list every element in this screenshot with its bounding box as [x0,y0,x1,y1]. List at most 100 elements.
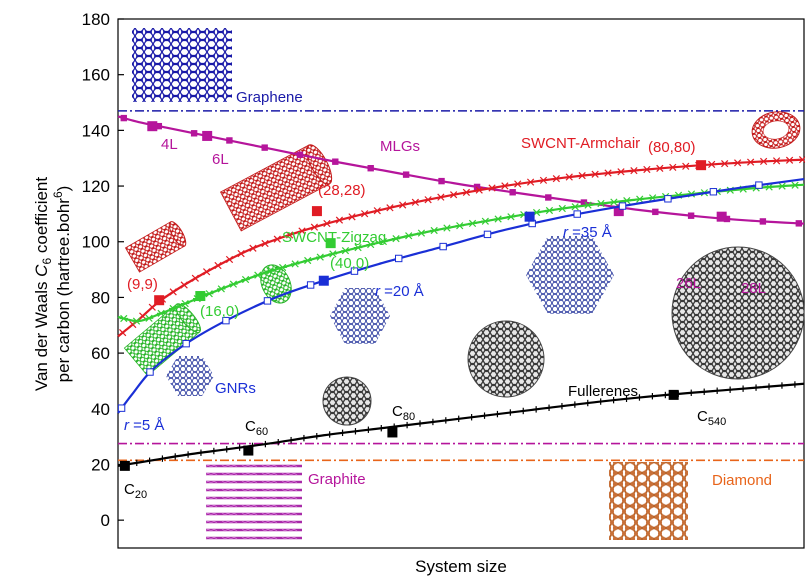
x-axis-label: System size [415,557,507,576]
swcnt-armchair-point [630,166,638,175]
fullerenes-series [117,381,805,471]
y-tick-label: 80 [91,288,110,307]
gnrs-point [483,230,492,239]
gnrs-point [146,368,154,376]
graphite-stack-image [206,464,302,540]
swcnt-armchair-point [437,193,445,201]
zigzag-16-0-label: (16,0) [200,303,239,320]
mlgs-point [723,215,731,223]
c80-label: C80 [392,403,415,423]
armchair-ring-image [751,111,801,149]
gnrs-point [117,404,126,412]
mlg-26l-label: 26L [676,275,701,292]
swcnt-zigzag-point [391,235,401,243]
armchair-nanotube-small-image [124,221,187,273]
armchair-80-80-label: (80,80) [648,139,696,156]
swcnt-armchair-point [539,176,548,184]
mlgs-point [261,144,268,151]
swcnt-zigzag-point [353,243,363,252]
swcnt-armchair-point [191,274,199,282]
mlg-28l-label: 28L [741,280,766,297]
fullerenes-label: Fullerenes [568,383,638,400]
swcnt-armchair-point [734,159,742,167]
c60-label: C60 [245,418,268,438]
swcnt-armchair-point [386,204,394,212]
gnrs-series [117,178,805,414]
swcnt-armchair-highlight-point [154,295,165,306]
graphene-sheet-image [132,28,232,102]
swcnt-zigzag-point [119,314,128,323]
swcnt-armchair-highlight-point [696,160,707,171]
y-tick-label: 120 [82,177,110,196]
swcnt-armchair-point [682,162,690,170]
swcnt-zigzag-point [558,204,567,213]
gnrs-point [439,242,447,251]
structure-images [123,28,805,540]
swcnt-armchair-point [501,182,509,190]
swcnt-zigzag-point [468,219,477,228]
y-tick-label: 60 [91,344,110,363]
gnrs-highlight-point [524,211,535,222]
gnrs-point [709,188,718,196]
swcnt-zigzag-point [265,267,275,275]
swcnt-zigzag-point [455,222,464,230]
swcnt-armchair-point [475,186,483,194]
swcnt-zigzag-point [341,247,350,255]
annotations: Graphene Graphite Diamond MLGs 4L 6L 26L… [124,89,772,501]
swcnt-armchair-point [237,249,245,258]
y-tick-label: 100 [82,233,110,252]
y-tick-label: 140 [82,121,110,140]
mlgs-highlight-point [202,130,213,141]
graphite-label: Graphite [308,471,366,488]
y-tick-label: 40 [91,400,110,419]
swcnt-zigzag-point [583,201,593,209]
fullerenes-line [117,382,805,467]
fullerenes-highlight-point [387,427,398,438]
swcnt-zigzag-point [777,182,787,190]
y-tick-label: 180 [82,10,110,29]
swcnt-armchair-point [565,173,573,181]
swcnt-armchair-point [225,255,234,264]
swcnt-armchair-series [117,156,805,338]
swcnt-zigzag-point [217,285,226,293]
zigzag-label: SWCNT-Zigzag [282,229,386,246]
mlgs-point [402,171,410,178]
mlgs-series [117,114,805,227]
swcnt-zigzag-point [168,304,178,313]
mlgs-point [367,165,374,172]
swcnt-armchair-highlight-point [311,206,322,217]
zigzag-nanotube-image [123,303,201,377]
c180-fullerene-image [467,320,545,398]
swcnt-zigzag-point [404,232,413,240]
swcnt-armchair-point [310,223,319,231]
svg-text:Van der Waals C6 coefficient: Van der Waals C6 coefficient [32,177,54,392]
swcnt-zigzag-point [316,253,325,261]
swcnt-zigzag-point [429,226,439,235]
gnrs-point [573,210,581,218]
mlgs-point [580,199,588,206]
gnrs-label: GNRs [215,380,256,397]
swcnt-zigzag-point [379,237,388,246]
gnr-flake-medium-image [330,288,390,344]
gnrs-point [394,254,403,263]
swcnt-armchair-point [578,171,586,180]
swcnt-zigzag-highlight-point [195,291,206,302]
mlgs-label: MLGs [380,138,420,155]
swcnt-armchair-point [348,213,356,221]
swcnt-armchair-point [759,157,768,166]
swcnt-armchair-point [169,288,177,296]
swcnt-armchair-point [552,175,560,183]
swcnt-armchair-point [785,156,794,164]
swcnt-armchair-point [526,178,535,186]
diamond-label: Diamond [712,472,772,489]
c80-fullerene-image [322,376,372,426]
mlgs-point [190,130,198,137]
swcnt-armchair-point [273,235,281,243]
mlgs-point [155,122,163,130]
gnrs-point [263,297,272,305]
mlgs-point [652,208,659,216]
fullerenes-highlight-point [243,445,254,456]
swcnt-zigzag-point [253,271,263,279]
mlg-6l-label: 6L [212,151,229,168]
gnr-r35-label: r =35 Å [563,224,612,241]
